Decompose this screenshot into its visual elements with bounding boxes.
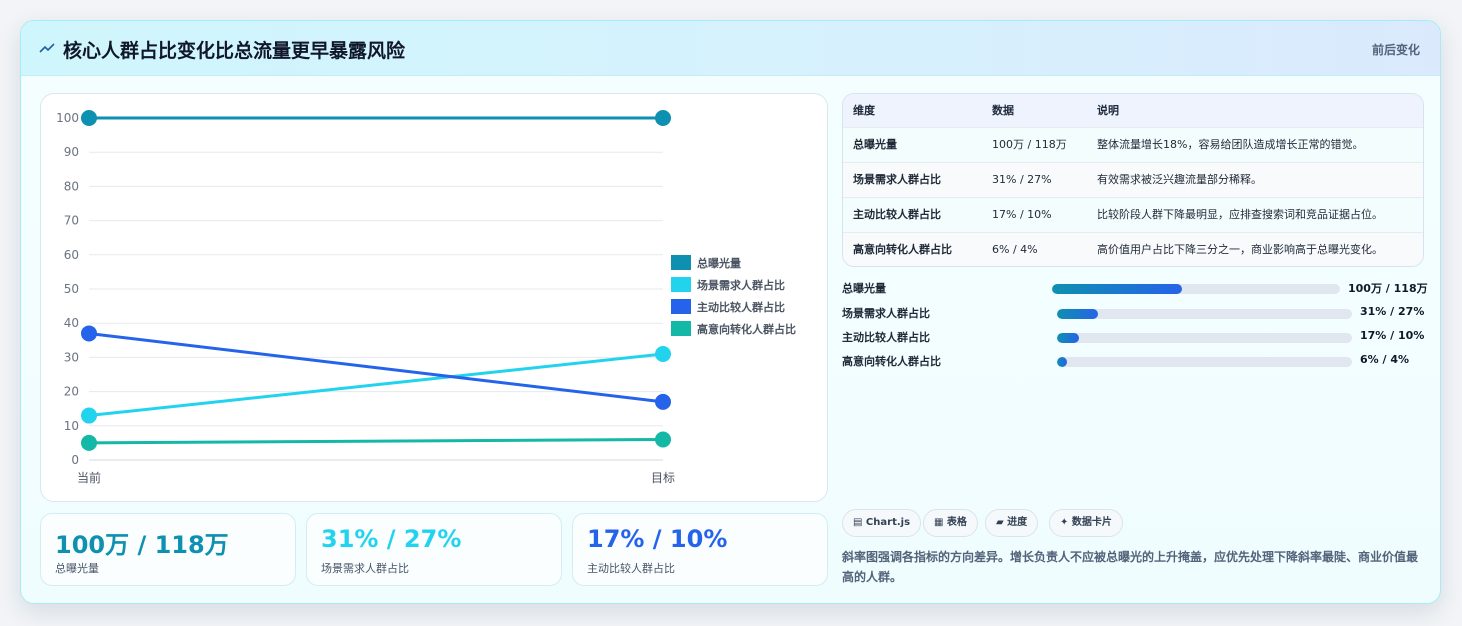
- chip-progress[interactable]: ▰ 进度: [985, 509, 1039, 537]
- data-point: [655, 393, 671, 410]
- y-tick-label: 70: [64, 214, 79, 228]
- data-point: [655, 431, 671, 448]
- main-card: 核心人群占比变化比总流量更早暴露风险 前后变化 0 10 20 30 40 50 60 70 8…: [20, 20, 1441, 604]
- card-header: 核心人群占比变化比总流量更早暴露风险 前后变化: [21, 21, 1440, 76]
- y-tick-label: 40: [64, 316, 79, 330]
- table-header-cell: 维度: [853, 104, 875, 117]
- progress-row: 总曝光量 100万 / 118万: [842, 276, 1428, 298]
- kpi-label: 场景需求人群占比: [321, 562, 409, 575]
- legend-swatch: [671, 299, 691, 314]
- table-row: 总曝光量 100万 / 118万 整体流量增长18%，容易给团队造成增长正常的错…: [843, 127, 1423, 162]
- table-cell: 场景需求人群占比: [853, 173, 941, 186]
- y-tick-label: 50: [64, 282, 79, 296]
- progress-track: [1057, 357, 1352, 367]
- y-tick-label: 60: [64, 248, 79, 262]
- legend-swatch: [671, 321, 691, 336]
- table-cell: 主动比较人群占比: [853, 208, 941, 221]
- table-cell: 有效需求被泛兴趣流量部分稀释。: [1097, 173, 1262, 186]
- table-row: 场景需求人群占比 31% / 27% 有效需求被泛兴趣流量部分稀释。: [843, 162, 1423, 197]
- progress-value: 31% / 27%: [1360, 305, 1425, 318]
- data-point: [81, 407, 97, 424]
- chip-data-card[interactable]: ✦ 数据卡片: [1049, 509, 1123, 537]
- kpi-label: 总曝光量: [55, 562, 99, 575]
- progress-fill: [1057, 309, 1099, 319]
- table-cell: 高意向转化人群占比: [853, 243, 952, 256]
- table-cell: 高价值用户占比下降三分之一，商业影响高于总曝光变化。: [1097, 243, 1383, 256]
- progress-track: [1057, 309, 1352, 319]
- data-point: [655, 345, 671, 362]
- page-title: 核心人群占比变化比总流量更早暴露风险: [63, 40, 406, 62]
- kpi-value: 100万 / 118万: [55, 531, 229, 559]
- data-point: [655, 110, 671, 126]
- table-cell: 100万 / 118万: [992, 138, 1067, 151]
- table-row: 高意向转化人群占比 6% / 4% 高价值用户占比下降三分之一，商业影响高于总曝…: [843, 232, 1423, 266]
- summary-note: 斜率图强调各指标的方向差异。增长负责人不应被总曝光的上升掩盖，应优先处理下降斜率…: [842, 550, 1419, 584]
- progress-track: [1057, 333, 1352, 343]
- progress-value: 17% / 10%: [1360, 329, 1425, 342]
- kpi-card: 31% / 27% 场景需求人群占比: [306, 513, 562, 586]
- x-tick-label: 目标: [651, 471, 675, 485]
- legend-label: 主动比较人群占比: [697, 300, 785, 314]
- chart-svg: 0 10 20 30 40 50 60 70 80 90 100 当前 目标 总曝光量场景需求人群占比主动…: [56, 110, 796, 485]
- data-table: 维度 数据 说明 总曝光量 100万 / 118万 整体流量增长18%，容易给团…: [842, 93, 1424, 267]
- table-cell: 总曝光量: [853, 138, 897, 151]
- chip-table[interactable]: ▦ 表格: [923, 509, 978, 537]
- kpi-value: 17% / 10%: [587, 525, 728, 553]
- progress-row: 主动比较人群占比 17% / 10%: [842, 325, 1426, 347]
- table-row: 主动比较人群占比 17% / 10% 比较阶段人群下降最明显，应排查搜索词和竞品…: [843, 197, 1423, 232]
- y-tick-label: 0: [71, 453, 79, 467]
- series-line: [88, 331, 664, 404]
- legend-label: 场景需求人群占比: [697, 278, 785, 292]
- series-line: [88, 352, 664, 418]
- y-tick-label: 80: [64, 179, 79, 193]
- y-tick-label: 100: [56, 111, 79, 125]
- progress-fill: [1057, 357, 1068, 367]
- y-tick-label: 90: [64, 145, 79, 159]
- progress-value: 100万 / 118万: [1348, 282, 1428, 295]
- progress-value: 6% / 4%: [1360, 353, 1410, 366]
- table-header-cell: 数据: [992, 104, 1014, 117]
- data-point: [81, 325, 97, 342]
- slope-chart: 0 10 20 30 40 50 60 70 80 90 100 当前 目标 总曝光量场景需求人群占比 主动…: [40, 93, 828, 502]
- table-cell: 31% / 27%: [992, 173, 1052, 186]
- header-tag: 前后变化: [1371, 43, 1420, 57]
- kpi-value: 31% / 27%: [321, 525, 462, 553]
- progress-label: 场景需求人群占比: [842, 307, 930, 320]
- trend-icon: [39, 43, 55, 53]
- chip-chartjs[interactable]: ▤ Chart.js: [842, 509, 922, 537]
- table-cell: 整体流量增长18%，容易给团队造成增长正常的错觉。: [1097, 138, 1364, 151]
- table-cell: 17% / 10%: [992, 208, 1052, 221]
- kpi-card: 100万 / 118万 总曝光量: [40, 513, 296, 586]
- table-cell: 比较阶段人群下降最明显，应排查搜索词和竞品证据占位。: [1097, 208, 1383, 221]
- data-point: [81, 434, 97, 451]
- progress-label: 高意向转化人群占比: [842, 355, 941, 368]
- kpi-card: 17% / 10% 主动比较人群占比: [572, 513, 828, 586]
- y-tick-label: 10: [64, 419, 79, 433]
- series-line: [88, 437, 664, 445]
- legend-label: 高意向转化人群占比: [697, 322, 796, 336]
- table-header-cell: 说明: [1097, 104, 1119, 117]
- y-tick-label: 30: [64, 350, 79, 364]
- data-point: [81, 110, 97, 126]
- legend-swatch: [671, 277, 691, 292]
- y-tick-label: 20: [64, 385, 79, 399]
- progress-fill: [1057, 333, 1080, 343]
- progress-label: 总曝光量: [842, 282, 886, 295]
- legend-swatch: [671, 255, 691, 270]
- legend-label: 总曝光量: [697, 256, 741, 270]
- progress-row: 高意向转化人群占比 6% / 4%: [842, 349, 1426, 371]
- table-header-row: 维度 数据 说明: [843, 94, 1423, 127]
- progress-row: 场景需求人群占比 31% / 27%: [842, 301, 1426, 323]
- x-tick-label: 当前: [77, 470, 101, 485]
- progress-track: [1052, 284, 1340, 294]
- table-cell: 6% / 4%: [992, 243, 1038, 256]
- progress-label: 主动比较人群占比: [842, 331, 930, 344]
- progress-fill: [1052, 284, 1182, 294]
- kpi-label: 主动比较人群占比: [587, 562, 675, 575]
